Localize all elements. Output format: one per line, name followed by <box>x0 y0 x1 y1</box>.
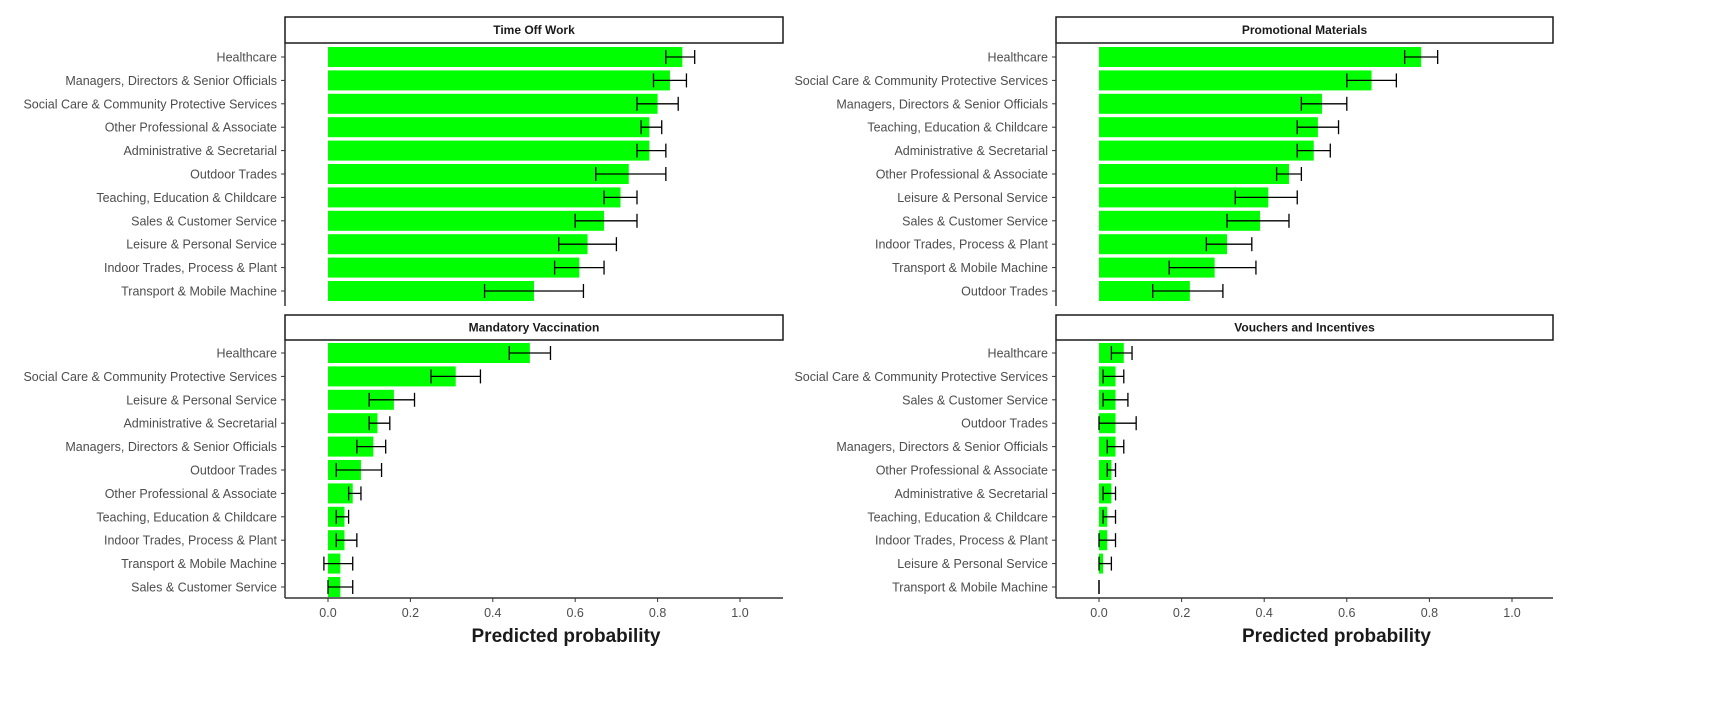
bar <box>328 389 394 410</box>
panel-title: Vouchers and Incentives <box>1234 321 1375 335</box>
bar <box>328 210 605 231</box>
category-label: Managers, Directors & Senior Officials <box>836 97 1048 111</box>
category-label: Teaching, Education & Childcare <box>96 510 277 524</box>
bar <box>328 187 621 208</box>
bar <box>328 366 456 387</box>
bar <box>328 483 353 504</box>
bar <box>328 93 658 114</box>
bar <box>328 436 374 457</box>
category-label: Managers, Directors & Senior Officials <box>836 440 1048 454</box>
bar <box>328 140 650 161</box>
bar <box>328 257 580 278</box>
bar <box>1099 117 1318 138</box>
bar <box>1099 210 1261 231</box>
category-label: Other Professional & Associate <box>876 168 1048 182</box>
category-label: Teaching, Education & Childcare <box>867 510 1048 524</box>
category-label: Outdoor Trades <box>961 285 1048 299</box>
category-label: Transport & Mobile Machine <box>121 285 277 299</box>
category-label: Leisure & Personal Service <box>897 191 1048 205</box>
category-label: Indoor Trades, Process & Plant <box>875 238 1049 252</box>
x-tick-label: 0.0 <box>1090 606 1107 620</box>
x-tick-label: 0.8 <box>649 606 666 620</box>
category-label: Healthcare <box>217 51 277 65</box>
category-label: Administrative & Secretarial <box>123 417 277 431</box>
x-tick-label: 0.8 <box>1421 606 1438 620</box>
x-tick-label: 0.4 <box>1256 606 1273 620</box>
category-label: Teaching, Education & Childcare <box>867 121 1048 135</box>
category-label: Outdoor Trades <box>961 417 1048 431</box>
bar <box>1099 140 1314 161</box>
bar <box>1099 93 1323 114</box>
category-label: Other Professional & Associate <box>105 487 277 501</box>
category-label: Sales & Customer Service <box>902 393 1048 407</box>
category-label: Transport & Mobile Machine <box>892 581 1048 595</box>
bar <box>1099 47 1422 67</box>
panel-strip <box>284 314 784 341</box>
category-label: Managers, Directors & Senior Officials <box>65 440 277 454</box>
panel-title: Promotional Materials <box>1242 23 1368 37</box>
x-tick-label: 0.2 <box>402 606 419 620</box>
category-label: Leisure & Personal Service <box>126 393 277 407</box>
category-label: Outdoor Trades <box>190 464 277 478</box>
category-label: Sales & Customer Service <box>902 214 1048 228</box>
bar <box>1099 257 1215 278</box>
x-tick-label: 1.0 <box>1503 606 1520 620</box>
category-label: Social Care & Community Protective Servi… <box>794 74 1048 88</box>
x-tick-label: 0.6 <box>1338 606 1355 620</box>
category-label: Other Professional & Associate <box>876 464 1048 478</box>
bar <box>328 343 530 363</box>
bar <box>328 47 683 67</box>
bar <box>1099 70 1372 91</box>
category-label: Indoor Trades, Process & Plant <box>875 534 1049 548</box>
category-label: Managers, Directors & Senior Officials <box>65 74 277 88</box>
bar <box>328 164 629 184</box>
bar <box>328 70 670 91</box>
category-label: Administrative & Secretarial <box>894 144 1048 158</box>
category-label: Healthcare <box>217 347 277 361</box>
category-label: Outdoor Trades <box>190 168 277 182</box>
category-label: Administrative & Secretarial <box>894 487 1048 501</box>
category-label: Teaching, Education & Childcare <box>96 191 277 205</box>
bar <box>328 413 378 434</box>
x-axis-title: Predicted probability <box>1242 626 1431 647</box>
panel-strip <box>284 16 784 44</box>
x-tick-label: 0.0 <box>319 606 336 620</box>
category-label: Other Professional & Associate <box>105 121 277 135</box>
category-label: Social Care & Community Protective Servi… <box>23 97 277 111</box>
x-tick-label: 0.2 <box>1173 606 1190 620</box>
bar <box>328 234 588 255</box>
category-label: Indoor Trades, Process & Plant <box>104 534 278 548</box>
bar <box>1099 234 1228 255</box>
category-label: Social Care & Community Protective Servi… <box>794 370 1048 384</box>
panel-title: Mandatory Vaccination <box>469 321 600 335</box>
bar <box>1099 187 1269 208</box>
x-tick-label: 0.6 <box>567 606 584 620</box>
category-label: Leisure & Personal Service <box>126 238 277 252</box>
category-label: Sales & Customer Service <box>131 581 277 595</box>
category-label: Social Care & Community Protective Servi… <box>23 370 277 384</box>
x-tick-label: 0.4 <box>484 606 501 620</box>
category-label: Healthcare <box>988 51 1048 65</box>
x-axis-title: Predicted probability <box>472 626 661 647</box>
x-tick-label: 1.0 <box>731 606 748 620</box>
bar <box>328 281 534 301</box>
category-label: Transport & Mobile Machine <box>892 261 1048 275</box>
category-label: Administrative & Secretarial <box>123 144 277 158</box>
bar <box>328 117 650 138</box>
category-label: Healthcare <box>988 347 1048 361</box>
panel-title: Time Off Work <box>493 23 575 37</box>
panel-strip <box>1055 16 1554 44</box>
panel-strip <box>1055 314 1554 341</box>
category-label: Sales & Customer Service <box>131 214 277 228</box>
bar <box>1099 460 1112 480</box>
bar <box>1099 281 1190 301</box>
category-label: Indoor Trades, Process & Plant <box>104 261 278 275</box>
category-label: Transport & Mobile Machine <box>121 557 277 571</box>
category-label: Leisure & Personal Service <box>897 557 1048 571</box>
bar <box>1099 164 1289 184</box>
